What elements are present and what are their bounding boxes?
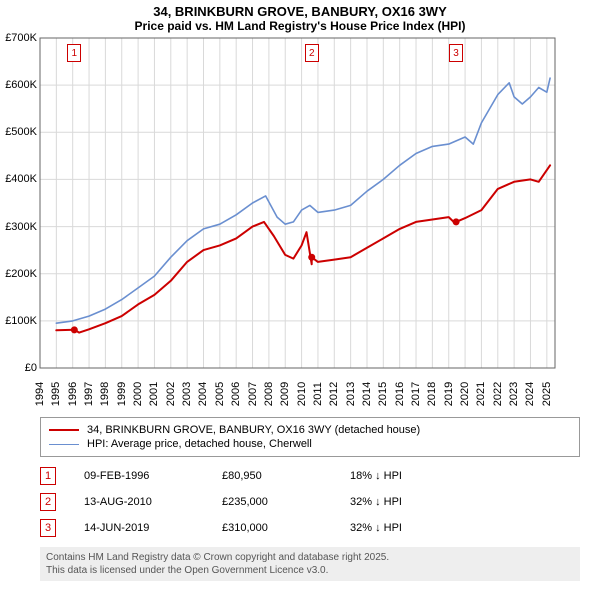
- x-axis-label: 2011: [312, 382, 324, 406]
- x-axis-label: 2001: [148, 382, 160, 406]
- x-axis-label: 2006: [230, 382, 242, 406]
- event-date: 13-AUG-2010: [84, 496, 194, 508]
- legend-item: HPI: Average price, detached house, Cher…: [49, 438, 571, 450]
- x-axis-label: 2007: [247, 382, 259, 406]
- x-axis-label: 2020: [459, 382, 471, 406]
- event-price: £310,000: [222, 522, 322, 534]
- event-number: 2: [40, 493, 56, 511]
- event-price: £80,950: [222, 470, 322, 482]
- x-axis-label: 1997: [83, 382, 95, 406]
- event-number: 3: [40, 519, 56, 537]
- event-number: 1: [40, 467, 56, 485]
- event-date: 09-FEB-1996: [84, 470, 194, 482]
- x-axis-label: 2010: [296, 382, 308, 406]
- x-axis-label: 2002: [165, 382, 177, 406]
- x-axis-label: 1996: [67, 382, 79, 406]
- x-axis-label: 2009: [279, 382, 291, 406]
- y-axis-label: £500K: [5, 126, 37, 138]
- x-axis-label: 2013: [345, 382, 357, 406]
- event-row: 3 14-JUN-2019 £310,000 32% ↓ HPI: [40, 515, 580, 541]
- event-row: 2 13-AUG-2010 £235,000 32% ↓ HPI: [40, 489, 580, 515]
- footer-attribution: Contains HM Land Registry data © Crown c…: [40, 547, 580, 581]
- x-axis-label: 2003: [181, 382, 193, 406]
- x-axis-label: 1999: [116, 382, 128, 406]
- x-axis-label: 2022: [492, 382, 504, 406]
- event-marker: 1: [67, 44, 81, 62]
- y-axis-label: £700K: [5, 32, 37, 44]
- legend-swatch: [49, 444, 79, 445]
- x-axis-label: 2004: [197, 382, 209, 406]
- event-price: £235,000: [222, 496, 322, 508]
- page-subtitle: Price paid vs. HM Land Registry's House …: [0, 19, 600, 33]
- event-delta: 18% ↓ HPI: [350, 470, 402, 482]
- event-marker: 3: [449, 44, 463, 62]
- y-axis-label: £200K: [5, 268, 37, 280]
- x-axis-label: 1998: [99, 382, 111, 406]
- legend-label: HPI: Average price, detached house, Cher…: [87, 438, 312, 450]
- x-axis-label: 2021: [475, 382, 487, 406]
- events-table: 1 09-FEB-1996 £80,950 18% ↓ HPI 2 13-AUG-2010…: [40, 463, 580, 541]
- x-axis-label: 2016: [394, 382, 406, 406]
- event-row: 1 09-FEB-1996 £80,950 18% ↓ HPI: [40, 463, 580, 489]
- y-axis-label: £600K: [5, 79, 37, 91]
- y-axis-label: £300K: [5, 221, 37, 233]
- x-axis-label: 2017: [410, 382, 422, 406]
- event-date: 14-JUN-2019: [84, 522, 194, 534]
- x-axis-label: 2023: [508, 382, 520, 406]
- y-axis-label: £100K: [5, 315, 37, 327]
- line-chart: [0, 33, 600, 433]
- chart-area: £0 £100K £200K £300K £400K £500K £600K £700K 199…: [0, 33, 600, 413]
- footer-line: This data is licensed under the Open Gov…: [46, 564, 574, 577]
- y-axis-label: £400K: [5, 173, 37, 185]
- event-delta: 32% ↓ HPI: [350, 522, 402, 534]
- x-axis-label: 2024: [524, 382, 536, 406]
- x-axis-label: 2015: [377, 382, 389, 406]
- page-title: 34, BRINKBURN GROVE, BANBURY, OX16 3WY: [0, 4, 600, 19]
- event-marker: 2: [305, 44, 319, 62]
- x-axis-label: 1995: [50, 382, 62, 406]
- x-axis-label: 2014: [361, 382, 373, 406]
- x-axis-label: 2025: [541, 382, 553, 406]
- event-delta: 32% ↓ HPI: [350, 496, 402, 508]
- x-axis-label: 1994: [34, 382, 46, 406]
- x-axis-label: 2018: [426, 382, 438, 406]
- footer-line: Contains HM Land Registry data © Crown c…: [46, 551, 574, 564]
- x-axis-label: 2000: [132, 382, 144, 406]
- y-axis-label: £0: [25, 362, 37, 374]
- x-axis-label: 2012: [328, 382, 340, 406]
- x-axis-label: 2005: [214, 382, 226, 406]
- x-axis-label: 2008: [263, 382, 275, 406]
- x-axis-label: 2019: [443, 382, 455, 406]
